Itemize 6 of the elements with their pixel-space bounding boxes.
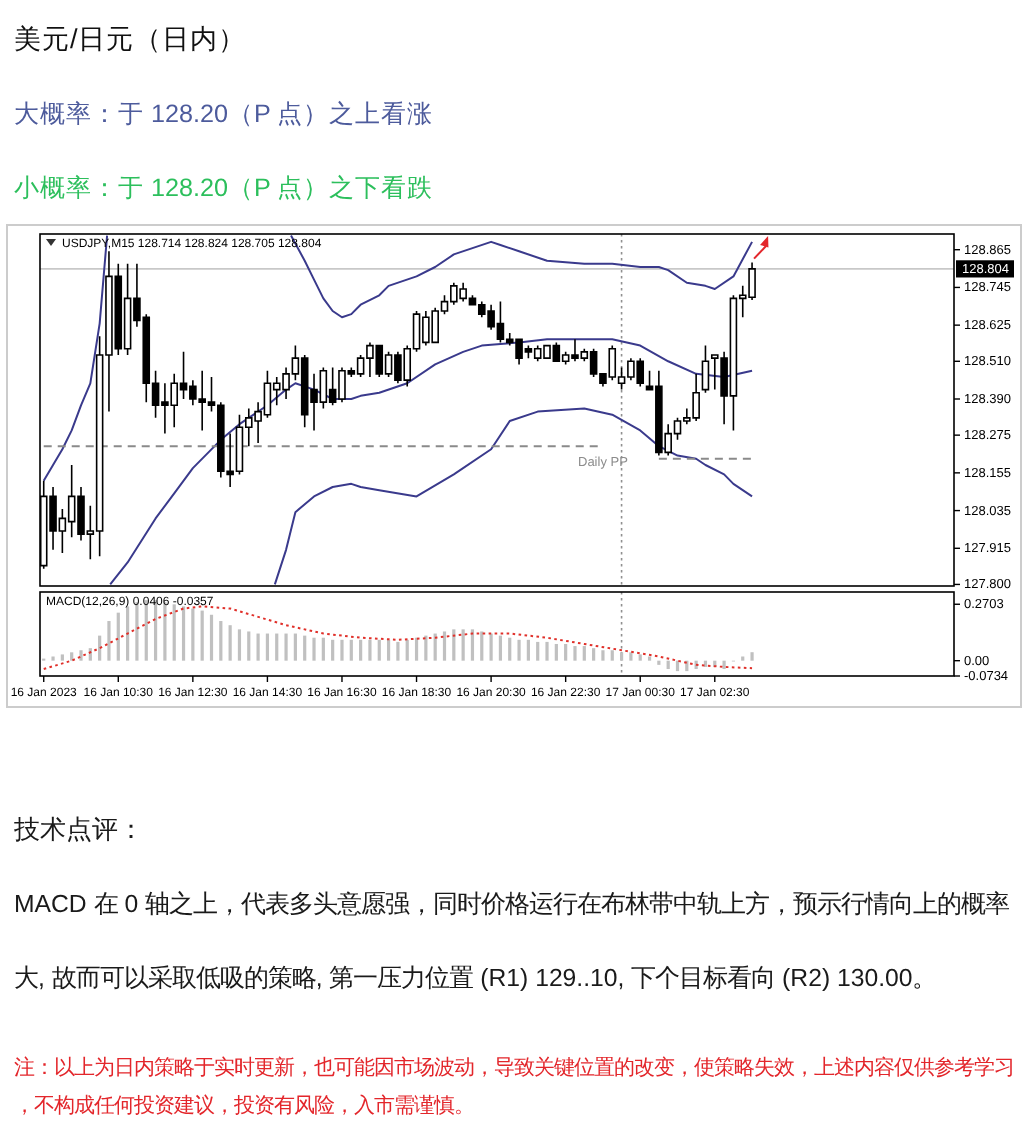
text: MACD 在 0 轴之上，代表多头意愿强，同时价格运行在布林带中轨上方，预示行情向上的概率大, 故而可以采取低吸的策略, 第一压力位置 (R1) 129..10, 下个目标看向 (R2) 130.00。 xyxy=(14,890,1009,992)
text: 小概率：于 128.20（P 点）之下看跌 xyxy=(14,172,434,202)
text: 大概率：于 128.20（P 点）之上看涨 xyxy=(14,98,434,128)
text: 注：以上为日内策略于实时更新，也可能因市场波动，导致关键位置的改变，使策略失效，上述内容仅供参考学习，不构成任何投资建议，投资有风险，入市需谨慎。 xyxy=(14,1056,1014,1118)
chart-title: 美元/日元（日内） xyxy=(14,24,246,54)
text: 技术点评： xyxy=(12,814,144,844)
